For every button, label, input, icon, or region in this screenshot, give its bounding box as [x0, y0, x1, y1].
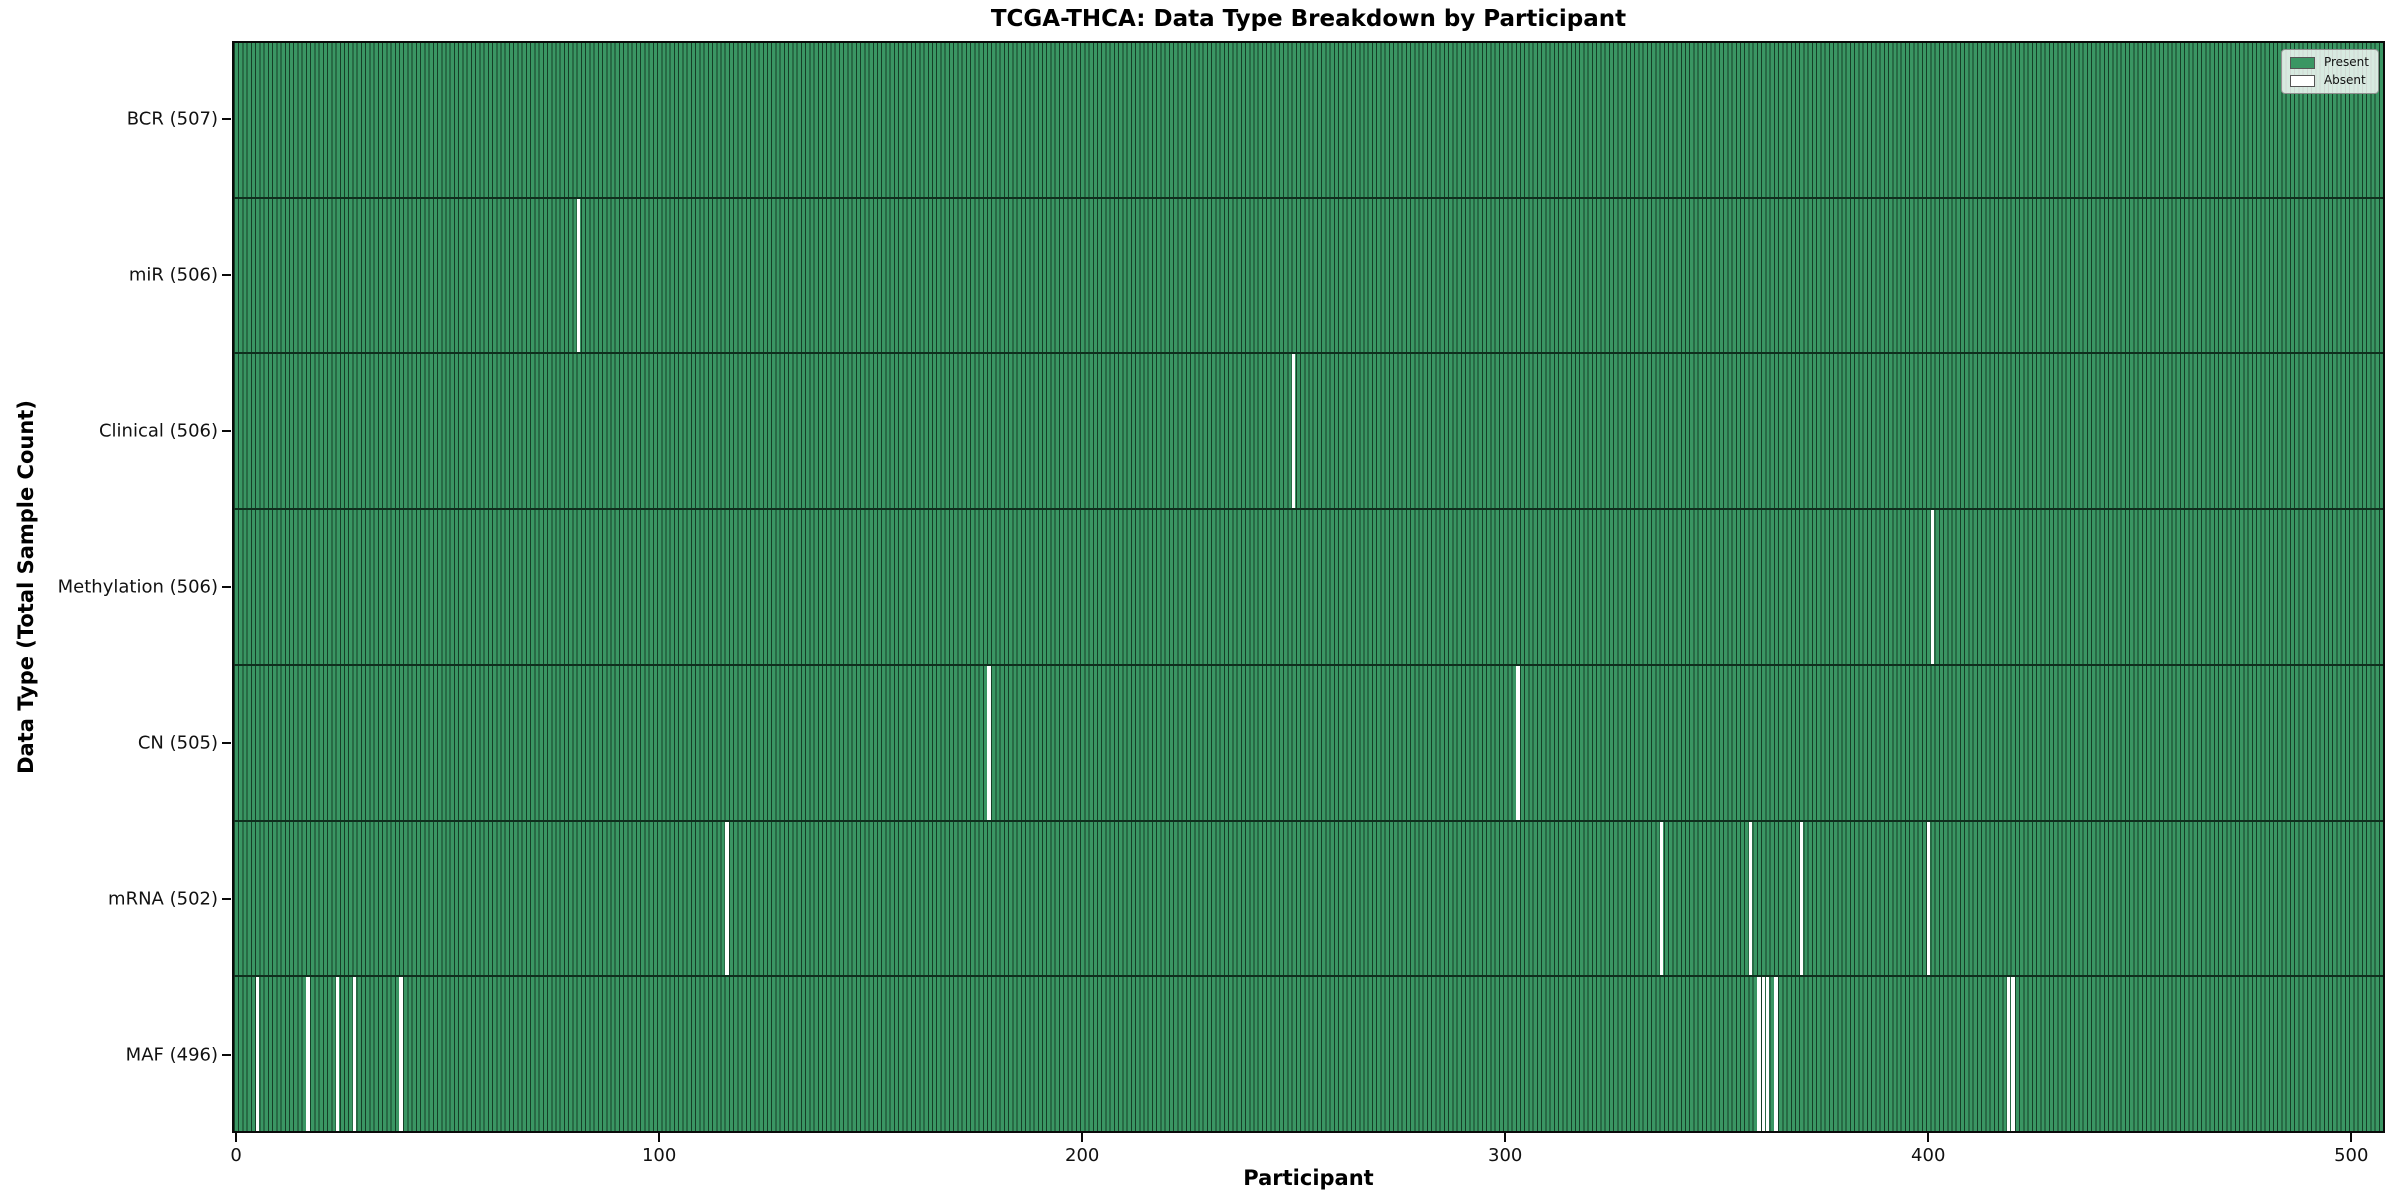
data-row-MAF: [234, 975, 2383, 1132]
y-tick-mark: [222, 898, 231, 900]
y-tick-mark: [222, 430, 231, 432]
legend: Present Absent: [2280, 49, 2379, 94]
x-tick-label: 500: [2334, 1145, 2369, 1166]
absent-gap: [987, 665, 991, 820]
legend-label-absent: Absent: [2323, 73, 2366, 87]
x-tick-label: 300: [1488, 1145, 1523, 1166]
absent-gap: [335, 977, 340, 1132]
x-tick-mark: [235, 1133, 238, 1142]
present-color-swatch: [2289, 56, 2315, 69]
y-tick-mark: [222, 586, 231, 588]
y-tick-label: miR (506): [128, 264, 218, 286]
x-tick-label: 100: [641, 1145, 677, 1166]
y-tick-mark: [222, 1054, 231, 1056]
y-tick-mark: [222, 274, 231, 276]
x-tick-label: 400: [1911, 1145, 1946, 1166]
absent-gap: [1761, 977, 1765, 1132]
y-tick-label: Methylation (506): [57, 576, 218, 598]
x-axis-label: Participant: [1243, 1166, 1374, 1190]
absent-gap: [306, 977, 310, 1132]
absent-gap: [1660, 821, 1664, 976]
y-tick-label: MAF (496): [125, 1044, 218, 1066]
plot-area: Present Absent: [232, 41, 2385, 1133]
absent-gap: [2006, 977, 2011, 1132]
x-tick-mark: [2350, 1133, 2353, 1142]
absent-gap: [352, 977, 357, 1132]
chart-title: TCGA-THCA: Data Type Breakdown by Partic…: [990, 6, 1627, 32]
x-tick-mark: [1504, 1133, 1507, 1142]
x-tick-mark: [1927, 1133, 1930, 1142]
absent-gap: [1774, 977, 1778, 1132]
y-tick-mark: [222, 118, 231, 120]
data-row-mRNA: [234, 819, 2383, 976]
x-tick-mark: [1081, 1133, 1084, 1142]
y-tick-label: Clinical (506): [98, 420, 218, 442]
legend-entry-present: Present: [2289, 55, 2369, 69]
y-tick-label: BCR (507): [126, 108, 218, 130]
legend-label-present: Present: [2323, 55, 2369, 69]
legend-entry-absent: Absent: [2289, 73, 2369, 87]
absent-color-swatch: [2289, 74, 2315, 87]
y-tick-label: mRNA (502): [108, 888, 218, 910]
absent-gap: [1799, 821, 1804, 976]
data-row-Methylation: [234, 508, 2383, 664]
absent-gap: [1765, 977, 1770, 1132]
absent-gap: [1516, 665, 1520, 820]
rows: [234, 43, 2383, 1132]
absent-gap: [1757, 977, 1761, 1132]
absent-gap: [577, 198, 581, 353]
data-row-CN: [234, 663, 2383, 820]
absent-gap: [255, 977, 259, 1132]
data-row-BCR: [234, 43, 2383, 197]
absent-gap: [1930, 510, 1935, 664]
absent-gap: [399, 977, 403, 1132]
y-tick-label: CN (505): [137, 732, 218, 754]
absent-gap: [1926, 821, 1930, 976]
data-row-miR: [234, 196, 2383, 353]
absent-gap: [2011, 977, 2015, 1132]
absent-gap: [1291, 354, 1296, 509]
absent-gap: [725, 821, 729, 976]
data-row-Clinical: [234, 352, 2383, 509]
x-tick-label: 200: [1064, 1145, 1100, 1166]
absent-gap: [1748, 821, 1753, 976]
y-tick-mark: [222, 742, 231, 744]
x-tick-mark: [658, 1133, 661, 1142]
x-tick-label: 0: [230, 1145, 242, 1166]
